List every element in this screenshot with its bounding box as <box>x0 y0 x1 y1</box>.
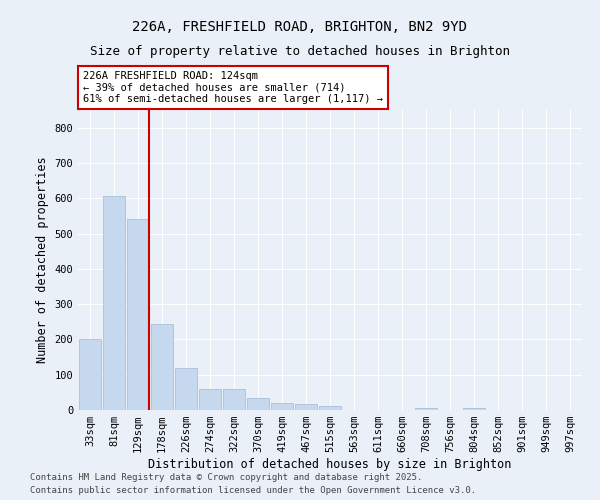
Y-axis label: Number of detached properties: Number of detached properties <box>36 156 49 364</box>
Text: 226A FRESHFIELD ROAD: 124sqm
← 39% of detached houses are smaller (714)
61% of s: 226A FRESHFIELD ROAD: 124sqm ← 39% of de… <box>83 71 383 104</box>
Bar <box>151 324 173 410</box>
X-axis label: Distribution of detached houses by size in Brighton: Distribution of detached houses by size … <box>148 458 512 471</box>
Bar <box>175 368 197 410</box>
Bar <box>103 196 125 410</box>
Bar <box>463 408 485 410</box>
Bar <box>271 403 293 410</box>
Text: Contains HM Land Registry data © Crown copyright and database right 2025.: Contains HM Land Registry data © Crown c… <box>30 474 422 482</box>
Text: Contains public sector information licensed under the Open Government Licence v3: Contains public sector information licen… <box>30 486 476 495</box>
Bar <box>415 408 437 410</box>
Bar <box>319 406 341 410</box>
Bar <box>295 404 317 410</box>
Bar <box>79 340 101 410</box>
Bar <box>223 389 245 410</box>
Text: 226A, FRESHFIELD ROAD, BRIGHTON, BN2 9YD: 226A, FRESHFIELD ROAD, BRIGHTON, BN2 9YD <box>133 20 467 34</box>
Bar <box>199 389 221 410</box>
Text: Size of property relative to detached houses in Brighton: Size of property relative to detached ho… <box>90 45 510 58</box>
Bar <box>247 398 269 410</box>
Bar <box>127 220 149 410</box>
